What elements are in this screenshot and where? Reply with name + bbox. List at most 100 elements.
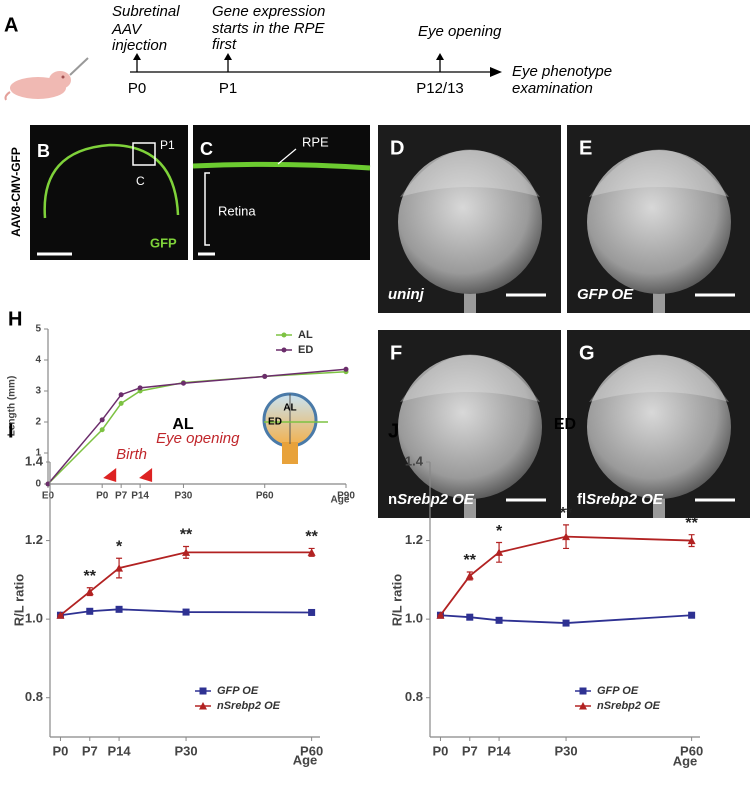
image-b — [30, 125, 188, 260]
panel-letter: F — [390, 342, 402, 364]
chart-title: ED — [554, 416, 576, 433]
marker — [118, 392, 124, 398]
marker — [281, 332, 287, 338]
marker — [199, 687, 207, 695]
marker — [56, 611, 65, 619]
caption-part: uninj — [388, 286, 425, 303]
x-tick-label: E0 — [42, 491, 55, 502]
event-arrow — [224, 53, 232, 60]
significance: ** — [84, 568, 97, 585]
cornea — [589, 149, 729, 197]
x-tick-label: P0 — [433, 743, 449, 758]
y-tick-label: 0.8 — [25, 689, 43, 704]
y-tick-label: 1.4 — [25, 453, 44, 468]
y-tick-label: 5 — [35, 324, 41, 335]
y-tick-label: 1.4 — [405, 453, 424, 468]
marker — [495, 548, 504, 556]
y-label: R/L ratio — [389, 574, 404, 627]
marker — [579, 687, 587, 695]
marker — [99, 417, 105, 423]
panel-letter: J — [388, 420, 399, 442]
legend-label: GFP OE — [217, 685, 259, 697]
y-tick-label: 3 — [35, 386, 41, 397]
significance: ** — [685, 515, 698, 532]
x-label: Age — [673, 753, 698, 768]
panel-letter: D — [390, 137, 404, 159]
caption-part: GFP OE — [577, 286, 634, 303]
annotation-arrow — [139, 468, 153, 482]
marker — [495, 616, 503, 624]
stain-label: GFP — [150, 235, 177, 250]
event-label: P12/13 — [416, 80, 464, 97]
x-tick-label: P60 — [256, 491, 274, 502]
significance: * — [116, 538, 123, 555]
cornea — [400, 354, 540, 402]
marker — [281, 347, 287, 353]
rpe-layer — [192, 161, 371, 171]
event-text: starts in the RPE — [212, 20, 326, 37]
legend-label: AL — [298, 329, 313, 341]
inset-box — [132, 142, 156, 166]
retina-arc — [43, 143, 180, 219]
marker — [85, 587, 94, 596]
y-tick-label: 1.0 — [25, 611, 43, 626]
y-tick-label: 1.2 — [25, 532, 43, 547]
eyeball — [398, 150, 542, 294]
marker — [687, 536, 696, 545]
marker — [262, 373, 268, 379]
annotation-arrow — [103, 468, 117, 482]
significance: * — [496, 523, 503, 540]
eyeball — [587, 150, 731, 294]
event-text: first — [212, 36, 237, 53]
cornea — [589, 354, 729, 402]
x-tick-label: P60 — [300, 743, 323, 758]
x-tick-label: P60 — [680, 743, 703, 758]
marker — [343, 366, 349, 372]
marker — [45, 481, 51, 487]
event-text: injection — [112, 37, 167, 54]
box-label: P1 — [160, 138, 175, 152]
panel-letter: I — [8, 420, 14, 442]
caption-part: Srebp2 OE — [397, 491, 475, 508]
inset-label: C — [136, 174, 145, 188]
x-tick-label: P90 — [337, 491, 355, 502]
y-tick-label: 2 — [35, 417, 41, 428]
legend-label: ED — [298, 344, 313, 356]
marker — [137, 385, 143, 391]
eye-inset-nerve — [282, 442, 298, 464]
marker — [688, 611, 696, 619]
significance: ** — [305, 529, 318, 546]
y-label: Length (mm) — [7, 376, 18, 437]
event-text: Gene expression — [212, 3, 325, 20]
marker — [199, 702, 207, 710]
significance: ** — [180, 527, 193, 544]
event-text: Subretinal — [112, 3, 180, 20]
panel-letter: B — [37, 141, 50, 161]
event-label: P1 — [219, 80, 237, 97]
pointer — [277, 148, 297, 165]
x-label: Age — [331, 495, 350, 506]
y-tick-label: 1.2 — [405, 532, 423, 547]
panel-letter: E — [579, 137, 592, 159]
event-label: P0 — [128, 80, 146, 97]
significance: ** — [560, 505, 573, 522]
y-tick-label: 0 — [35, 479, 41, 490]
marker — [115, 564, 124, 572]
event-text: Eye opening — [418, 23, 502, 40]
x-tick-label: P14 — [107, 743, 131, 758]
marker — [86, 607, 94, 615]
annotation: Eye opening — [156, 430, 240, 447]
legend-label: GFP OE — [597, 685, 639, 697]
event-arrow — [133, 53, 141, 60]
marker — [562, 619, 570, 627]
x-tick-label: P7 — [115, 491, 128, 502]
inset-label: ED — [268, 417, 282, 428]
end-label: examination — [512, 80, 593, 97]
marker — [562, 532, 571, 541]
caption-part: fl — [577, 491, 586, 508]
x-tick-label: P30 — [554, 743, 577, 758]
panel-letter: A — [4, 14, 18, 36]
y-tick-label: 0.8 — [405, 689, 423, 704]
y-tick-label: 1 — [35, 448, 41, 459]
